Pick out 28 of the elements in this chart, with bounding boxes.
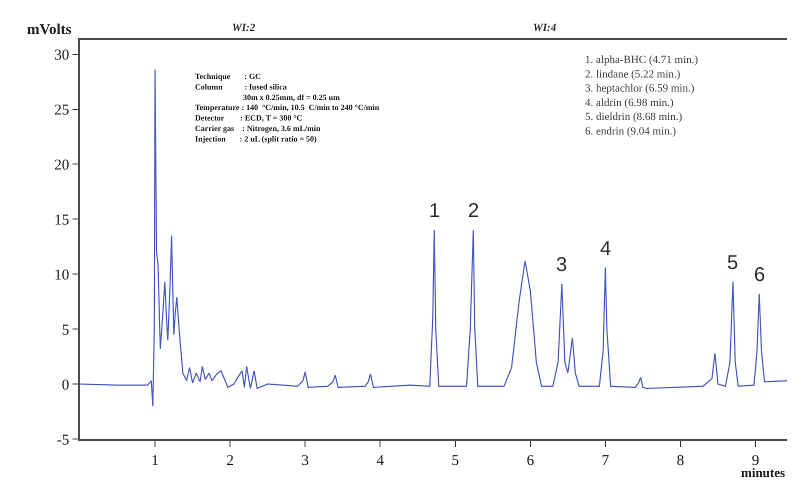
y-tick-label: -5	[56, 432, 70, 448]
text: WI:2	[232, 22, 256, 34]
annotation: 2	[468, 200, 480, 222]
y-tick-label: 15	[54, 212, 70, 228]
x-tick-label: 6	[526, 452, 535, 469]
annotation: 1. alpha-BHC (4.71 min.) 2. lindane (5.22 min.) 3. heptachlor (6.59 min.) 4. aldrin (6.98 min.) 5. dieldrin (8.68 min.) 6. endrin (9.04 min.)	[585, 54, 698, 138]
annotation: Technique : GC Column : fused silica 30m x 0.25mm, df = 0.25 um Temperature : 140 °C/min, 10.5 C/min to 240 °C/min Detector : ECD, T = 300 °C Carrier gas : Nitrogen, 3.6 mL/min Injection : 2 uL (split ratio = 50)	[195, 72, 380, 144]
y-tick-label: 5	[62, 322, 70, 338]
annotation: 4	[600, 238, 612, 260]
annotation: 5	[727, 252, 738, 274]
x-tick-label: 2	[226, 452, 234, 469]
x-tick-label: 7	[602, 452, 610, 469]
y-tick-label: 0	[62, 377, 70, 394]
annotation: 6	[754, 264, 766, 286]
y-axis-title: mVolts	[27, 22, 72, 38]
x-tick-label: 1	[151, 452, 159, 469]
x-tick-label: 3	[301, 452, 309, 469]
text: WI:4	[533, 22, 557, 34]
y-tick-label: 30	[54, 48, 70, 64]
y-tick-label: 25	[54, 102, 70, 118]
y-tick-label: 20	[54, 157, 70, 174]
y-tick-label: 10	[54, 267, 70, 284]
x-tick-label: 8	[676, 452, 684, 469]
annotation: 1	[429, 200, 440, 222]
x-tick-label: 5	[452, 452, 460, 469]
x-tick-label: 4	[376, 452, 384, 469]
annotation: 3	[556, 254, 568, 276]
line-series	[80, 69, 787, 407]
